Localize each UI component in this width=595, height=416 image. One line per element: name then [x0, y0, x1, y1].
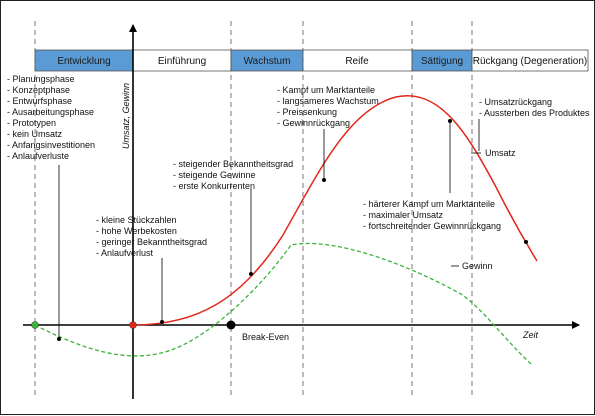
- notes-entwicklung: - Planungsphase - Konzeptphase - Entwurf…: [7, 74, 98, 161]
- dot-wachstum: [249, 272, 253, 276]
- note-line: - hohe Werbekosten: [96, 226, 177, 236]
- note-line: - fortschreitender Gewinnrückgang: [363, 221, 501, 231]
- break-even-marker: [226, 320, 236, 330]
- umsatz-start-marker: [129, 321, 137, 329]
- note-line: - Preissenkung: [277, 107, 337, 117]
- annotation-leaders: [58, 119, 480, 339]
- note-line: - steigende Gewinne: [173, 170, 256, 180]
- dot-entwicklung: [57, 337, 61, 341]
- note-line: - Umsatzrückgang: [479, 97, 552, 107]
- dot-saettigung: [448, 119, 452, 123]
- notes-saettigung: - härterer Kampf um Marktanteile - maxim…: [363, 199, 501, 231]
- note-line: - Konzeptphase: [7, 85, 70, 95]
- phase-label-saettigung: Sättigung: [421, 56, 463, 67]
- gewinn-curve: [34, 242, 532, 365]
- note-line: - kein Umsatz: [7, 129, 63, 139]
- note-line: - Prototypen: [7, 118, 56, 128]
- note-line: - kleine Stückzahlen: [96, 215, 177, 225]
- note-line: - Gewinnrückgang: [277, 118, 350, 128]
- note-line: - härterer Kampf um Marktanteile: [363, 199, 495, 209]
- break-even-label: Break-Even: [242, 332, 289, 342]
- note-line: - Entwurfsphase: [7, 96, 72, 106]
- note-line: - Ausarbeitungsphase: [7, 107, 94, 117]
- umsatz-curve: [132, 94, 538, 326]
- notes-rueckgang: - Umsatzrückgang - Aussterben des Produk…: [479, 97, 590, 118]
- phase-separators: [34, 21, 473, 399]
- note-line: - Anlaufverluste: [7, 151, 69, 161]
- note-line: - Anfangsinvestitionen: [7, 140, 95, 150]
- gewinn-start-marker: [31, 321, 39, 329]
- annotation-dots: [57, 119, 528, 341]
- note-line: - langsameres Wachstum: [277, 96, 379, 106]
- note-line: - geringer Bekanntheitsgrad: [96, 237, 207, 247]
- notes-reife: - Kampf um Marktanteile - langsameres Wa…: [277, 85, 381, 128]
- dot-rueckgang: [524, 240, 528, 244]
- phase-label-reife: Reife: [345, 56, 369, 67]
- phase-label-einfuehrung: Einführung: [158, 56, 206, 67]
- dot-einfuehrung: [160, 320, 164, 324]
- gewinn-label: Gewinn: [462, 261, 493, 271]
- note-line: - erste Konkurrenten: [173, 181, 255, 191]
- dot-reife: [322, 178, 326, 182]
- notes-einfuehrung: - kleine Stückzahlen - hohe Werbekosten …: [96, 215, 210, 258]
- axes: Umsatz, Gewinn Zeit: [23, 24, 580, 399]
- note-line: - Anlaufverlust: [96, 248, 154, 258]
- note-line: - Aussterben des Produktes: [479, 108, 590, 118]
- y-axis-label: Umsatz, Gewinn: [121, 83, 131, 149]
- x-axis-label: Zeit: [522, 330, 539, 340]
- note-line: - Kampf um Marktanteile: [277, 85, 375, 95]
- phase-bar: Entwicklung Einführung Wachstum Reife Sä…: [34, 49, 589, 72]
- note-line: - steigender Bekanntheitsgrad: [173, 159, 293, 169]
- phase-label-rueckgang: Rückgang (Degeneration): [473, 56, 588, 67]
- phase-label-wachstum: Wachstum: [244, 56, 291, 67]
- note-line: - Planungsphase: [7, 74, 75, 84]
- umsatz-label: Umsatz: [485, 148, 516, 158]
- notes-wachstum: - steigender Bekanntheitsgrad - steigend…: [173, 159, 296, 191]
- phase-label-entwicklung: Entwicklung: [57, 56, 110, 67]
- note-line: - maximaler Umsatz: [363, 210, 444, 220]
